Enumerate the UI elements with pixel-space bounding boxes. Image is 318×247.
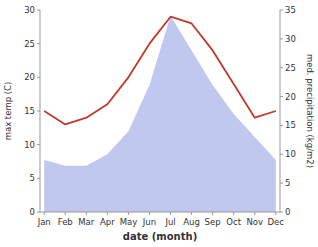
x-tick <box>191 212 192 215</box>
x-tick <box>65 212 66 215</box>
x-tick-label: May <box>120 217 138 227</box>
y-tick-label: 30 <box>24 5 35 15</box>
y-tick <box>37 77 40 78</box>
y2-tick <box>280 10 283 11</box>
x-tick <box>149 212 150 215</box>
y-tick-label: 10 <box>24 140 35 150</box>
y-axis-label: max temp (C) <box>3 82 13 141</box>
x-tick-label: Mar <box>78 217 95 227</box>
y2-tick <box>280 125 283 126</box>
y2-tick <box>280 67 283 68</box>
y2-tick-label: 0 <box>285 207 290 217</box>
temperature-line <box>44 17 276 125</box>
y2-tick-label: 35 <box>285 5 296 15</box>
y-tick <box>37 178 40 179</box>
y-tick-label: 5 <box>30 173 35 183</box>
x-tick <box>44 212 45 215</box>
y2-tick-label: 15 <box>285 120 296 130</box>
precipitation-area <box>44 16 276 212</box>
y2-tick-label: 20 <box>285 92 296 102</box>
x-tick-label: Sep <box>205 217 221 227</box>
y-tick <box>37 10 40 11</box>
y-tick-label: 25 <box>24 39 35 49</box>
y2-tick <box>280 96 283 97</box>
y2-tick <box>280 212 283 213</box>
plot-area <box>44 16 276 212</box>
y2-tick-label: 5 <box>285 178 290 188</box>
y-tick <box>37 111 40 112</box>
y-tick-label: 15 <box>24 106 35 116</box>
x-tick <box>254 212 255 215</box>
x-tick-label: Jun <box>142 217 156 227</box>
x-tick <box>233 212 234 215</box>
chart-svg: JanFebMarAprMayJunJulAugSepOctNovDec0510… <box>0 0 318 247</box>
y2-tick <box>280 38 283 39</box>
x-tick-label: Oct <box>226 217 241 227</box>
x-tick <box>212 212 213 215</box>
x-tick <box>275 212 276 215</box>
x-tick <box>128 212 129 215</box>
y2-axis-line <box>280 10 281 212</box>
y-tick <box>37 43 40 44</box>
y2-tick-label: 10 <box>285 149 296 159</box>
y2-axis-label: med. precipitation (kg/m2) <box>305 54 315 168</box>
x-tick-label: Feb <box>58 217 73 227</box>
x-tick-label: Jan <box>37 217 51 227</box>
x-tick-label: Dec <box>268 217 285 227</box>
y2-tick-label: 30 <box>285 34 296 44</box>
x-tick-label: Jul <box>164 217 175 227</box>
x-tick-label: Apr <box>100 217 115 227</box>
x-tick-label: Nov <box>246 217 263 227</box>
y-tick-label: 0 <box>30 207 35 217</box>
x-tick <box>170 212 171 215</box>
x-axis-line <box>40 212 280 213</box>
y2-tick <box>280 154 283 155</box>
y2-tick <box>280 183 283 184</box>
x-tick-label: Aug <box>183 217 200 227</box>
y-tick <box>37 212 40 213</box>
x-axis-label: date (month) <box>123 231 197 242</box>
y2-tick-label: 25 <box>285 63 296 73</box>
y-tick-label: 20 <box>24 72 35 82</box>
y-tick <box>37 144 40 145</box>
x-tick <box>86 212 87 215</box>
x-tick <box>107 212 108 215</box>
chart-container: JanFebMarAprMayJunJulAugSepOctNovDec0510… <box>0 0 318 247</box>
